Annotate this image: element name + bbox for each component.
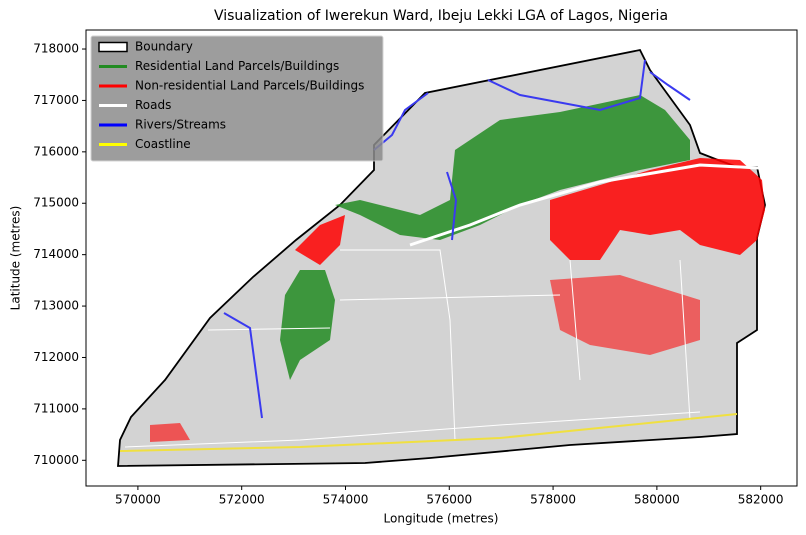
residential-area <box>280 270 335 380</box>
map-layers <box>117 48 766 467</box>
legend-swatch <box>98 41 128 53</box>
plot-frame <box>85 29 798 487</box>
x-tick-label: 578000 <box>530 493 576 507</box>
y-tick-label: 713000 <box>33 299 79 313</box>
legend-label: Roads <box>135 98 171 112</box>
y-tick-label: 714000 <box>33 247 79 261</box>
y-tick-label: 715000 <box>33 196 79 210</box>
y-tick-label: 710000 <box>33 453 79 467</box>
x-tick-label: 580000 <box>634 493 680 507</box>
y-axis-label: Latitude (metres) <box>9 206 23 311</box>
coastline <box>119 413 738 452</box>
non-residential-area <box>150 423 190 442</box>
y-tick-label: 718000 <box>33 42 79 56</box>
x-tick-label: 576000 <box>426 493 472 507</box>
roads <box>409 163 761 247</box>
non-residential-area <box>550 158 765 260</box>
non-residential-area <box>550 275 700 355</box>
legend-label: Non-residential Land Parcels/Buildings <box>135 79 364 93</box>
legend-label: Rivers/Streams <box>135 118 226 132</box>
y-tick-label: 716000 <box>33 144 79 158</box>
x-tick-label: 582000 <box>738 493 784 507</box>
y-tick-label: 717000 <box>33 93 79 107</box>
residential-area <box>335 95 690 240</box>
legend-label: Residential Land Parcels/Buildings <box>135 59 339 73</box>
chart-title: Visualization of Iwerekun Ward, Ibeju Le… <box>214 8 668 24</box>
y-tick-label: 711000 <box>33 401 79 415</box>
x-axis-label: Longitude (metres) <box>384 512 499 526</box>
x-tick-label: 570000 <box>115 493 161 507</box>
x-tick-label: 574000 <box>323 493 369 507</box>
legend-label: Boundary <box>135 40 193 54</box>
non-residential-area <box>295 215 345 265</box>
roads <box>124 249 701 448</box>
legend-label: Coastline <box>135 137 191 151</box>
legend-box <box>90 35 384 162</box>
y-tick-label: 712000 <box>33 350 79 364</box>
x-tick-label: 572000 <box>219 493 265 507</box>
